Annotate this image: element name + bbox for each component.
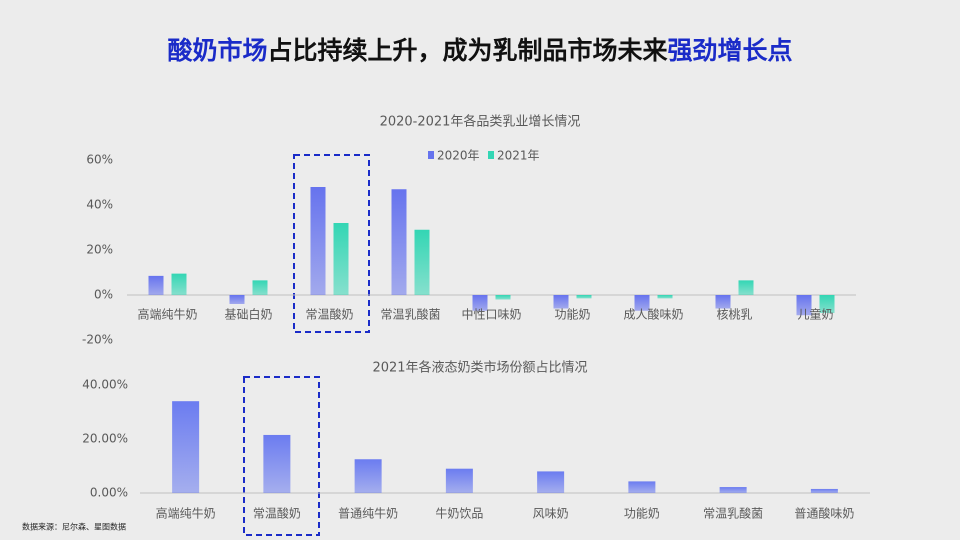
title-text: 占比持续上升，成为乳制品市场未来 — [267, 36, 668, 65]
chart-title: 2020-2021年各品类乳业增长情况 — [380, 114, 581, 130]
bar — [576, 295, 592, 299]
x-tick-label: 成人酸味奶 — [623, 307, 683, 322]
bar — [810, 488, 838, 493]
bar — [553, 295, 569, 309]
x-tick-label: 儿童奶 — [797, 307, 833, 322]
legend-swatch — [428, 151, 434, 159]
bar — [445, 468, 473, 493]
bar — [719, 487, 747, 493]
x-tick-label: 风味奶 — [533, 507, 569, 521]
y-tick-label: 20% — [86, 243, 113, 257]
slide-title: 酸奶市场占比持续上升，成为乳制品市场未来强劲增长点 — [167, 36, 792, 65]
bar — [333, 223, 349, 295]
bar — [354, 459, 382, 493]
x-tick-label: 常温乳酸菌 — [380, 307, 440, 322]
legend-label: 2020年 — [437, 149, 480, 163]
x-tick-label: 常温酸奶 — [305, 307, 353, 322]
y-tick-label: 0% — [94, 288, 113, 302]
y-tick-label: 40% — [86, 198, 113, 212]
x-tick-label: 牛奶饮品 — [435, 506, 483, 521]
bar — [796, 295, 812, 316]
x-tick-label: 普通纯牛奶 — [338, 506, 398, 521]
x-tick-label: 功能奶 — [624, 507, 660, 521]
x-tick-label: 高端纯牛奶 — [137, 307, 197, 322]
highlight-box — [293, 154, 370, 333]
y-tick-label: -20% — [82, 333, 113, 347]
highlight-box — [243, 376, 320, 536]
chart-title: 2021年各液态奶类市场份额占比情况 — [372, 360, 587, 376]
x-tick-label: 中性口味奶 — [461, 307, 521, 322]
bar — [263, 434, 291, 493]
x-tick-label: 普通酸味奶 — [794, 506, 854, 521]
legend-swatch — [488, 151, 494, 159]
title-highlight: 强劲增长点 — [668, 36, 793, 65]
legend-label: 2021年 — [497, 149, 540, 163]
y-tick-label: 0.00% — [90, 486, 128, 500]
x-tick-label: 功能奶 — [554, 308, 590, 322]
bar — [148, 275, 164, 295]
bar — [172, 401, 200, 493]
bar — [391, 189, 407, 295]
x-tick-label: 基础白奶 — [224, 307, 272, 322]
bar — [252, 280, 268, 295]
bar — [819, 295, 835, 313]
title-highlight: 酸奶市场 — [167, 36, 267, 65]
y-tick-label: 20.00% — [82, 432, 128, 446]
y-tick-label: 40.00% — [82, 378, 128, 392]
y-tick-label: 60% — [86, 153, 113, 167]
x-tick-label: 核桃乳 — [716, 307, 752, 322]
bar — [310, 187, 326, 295]
x-tick-label: 常温酸奶 — [253, 506, 301, 521]
bar — [495, 295, 511, 300]
bar — [229, 295, 245, 304]
bar — [537, 471, 565, 493]
x-tick-label: 常温乳酸菌 — [703, 506, 763, 521]
bar — [715, 295, 731, 309]
bar — [414, 229, 430, 295]
bar — [472, 295, 488, 311]
source-note: 数据来源：尼尔森、星图数据 — [22, 522, 126, 532]
bar — [657, 295, 673, 299]
bar — [634, 295, 650, 311]
bar — [171, 273, 187, 295]
x-tick-label: 高端纯牛奶 — [156, 506, 216, 521]
bar — [738, 280, 754, 295]
bar — [628, 481, 656, 493]
